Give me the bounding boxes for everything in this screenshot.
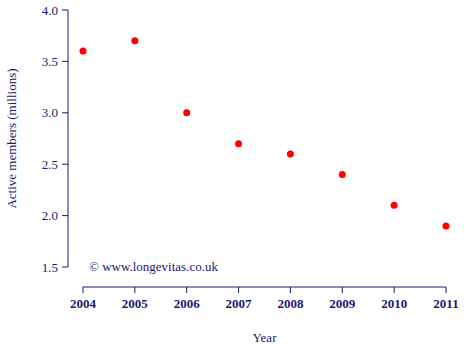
y-tick: [62, 61, 68, 62]
point: [287, 150, 294, 157]
x-tick: [134, 287, 135, 293]
x-tick-label: 2005: [122, 296, 149, 311]
point: [443, 222, 450, 229]
x-tick-label: 2007: [226, 296, 253, 311]
x-tick-label: 2010: [381, 296, 407, 311]
x-tick: [238, 287, 239, 293]
y-tick: [62, 112, 68, 113]
chart-container: 1.5 2.0 2.5 3.0 3.5 4.0 2004 2005 2006 2007 2008 20…: [0, 0, 470, 350]
y-tick-label: 3.0: [42, 105, 58, 120]
annotation: © www.longevitas.co.uk: [89, 259, 218, 274]
x-tick: [394, 287, 395, 293]
x-tick: [342, 287, 343, 293]
x-tick: [290, 287, 291, 293]
y-tick-label: 2.5: [42, 157, 58, 172]
points: [80, 37, 450, 229]
y-tick-label: 4.0: [42, 3, 58, 18]
chart-svg: 1.5 2.0 2.5 3.0 3.5 4.0 2004 2005 2006 2007 2008 20…: [0, 0, 470, 350]
y-axis-line: [68, 10, 69, 267]
x-tick-label: 2011: [433, 296, 458, 311]
y-tick: [62, 164, 68, 165]
y-tick-label: 2.0: [42, 208, 58, 223]
point: [131, 37, 138, 44]
y-tick-label: 3.5: [42, 54, 58, 69]
x-tick: [83, 287, 84, 293]
point: [183, 109, 190, 116]
y-axis-title: Active members (millions): [4, 68, 19, 208]
point: [391, 202, 398, 209]
y-tick: [62, 215, 68, 216]
y-tick: [62, 267, 68, 268]
point: [339, 171, 346, 178]
point: [80, 48, 87, 55]
point: [235, 140, 242, 147]
y-tick-label: 1.5: [42, 260, 58, 275]
x-axis-line: [83, 287, 446, 288]
x-tick-label: 2006: [174, 296, 201, 311]
x-tick: [446, 287, 447, 293]
x-tick-label: 2009: [329, 296, 356, 311]
x-tick-label: 2004: [70, 296, 97, 311]
x-tick-label: 2008: [277, 296, 304, 311]
x-tick: [186, 287, 187, 293]
y-tick: [62, 10, 68, 11]
x-axis-title: Year: [253, 330, 278, 345]
